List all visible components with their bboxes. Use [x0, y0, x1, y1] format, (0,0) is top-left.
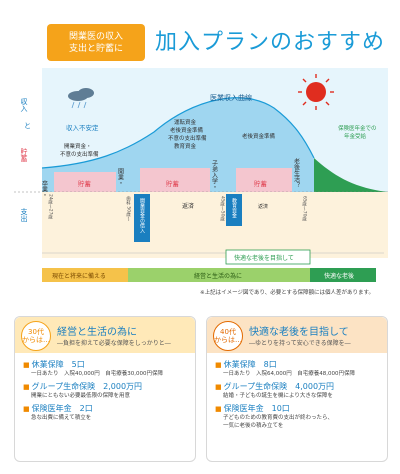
band-comfort	[225, 249, 311, 265]
card-title: 快適な老後を目指して	[249, 327, 349, 338]
unstable-label: 収入不安定	[66, 123, 99, 132]
plan-item-name: 保険医年金 2口	[23, 403, 189, 414]
savings-area-3	[236, 168, 292, 192]
axis-label-savings: 貯蓄	[20, 147, 28, 163]
repay-side-label: 返済	[258, 203, 268, 210]
expense-area	[42, 192, 388, 258]
curve-label: 医業収入曲線	[210, 93, 252, 102]
band-right-label: 快適な老後	[324, 272, 354, 280]
plan-item-name: グループ生命保険 2,000万円	[23, 381, 189, 392]
savings-area-1	[54, 172, 116, 192]
band-middle	[128, 268, 310, 282]
mid-note-0: 運転資金	[174, 118, 197, 126]
header-badge-line2: 支出と貯蓄に	[68, 43, 123, 54]
savings-area-2	[140, 168, 210, 192]
mid-right-note: 老後資金準備	[242, 132, 276, 140]
plan-item: グループ生命保険 4,000万円 結婚・子どもの誕生を機により大きな保障を	[215, 381, 381, 400]
pension-label-2: 年金受給	[344, 132, 367, 140]
plan-item-desc: 一日あたり 入院64,000円 自宅療養48,000円保障	[223, 371, 355, 377]
age-badge: 30代 からは…	[21, 321, 51, 351]
age-child: 45歳〜50歳	[220, 196, 226, 221]
band-middle-label: 経営と生活の為に	[194, 272, 242, 280]
page-title: 加入プランのおすすめ	[155, 30, 386, 55]
savings-label-2: 貯蓄	[166, 179, 180, 188]
savings-label-1: 貯蓄	[78, 179, 92, 188]
plan-card-30s: 30代 からは… 経営と生活の為に ―負担を抑えて必要な保障をしっかりと― 休業…	[14, 316, 196, 462]
milestone-retire: 老後生活？	[293, 157, 300, 188]
axis-label-income: 収入	[20, 98, 28, 112]
age-badge-num: 30代	[28, 328, 44, 336]
axis-label-expense: 支出	[20, 207, 28, 223]
header-badge: 関業医の収入 支出と貯蓄に	[47, 24, 145, 61]
early-note-2: 不意の支出準備	[60, 150, 99, 158]
age-badge-suffix: からは…	[22, 336, 50, 344]
plan-item-desc-2: 一気に老後の積み立てを	[223, 423, 284, 429]
milestone-opening: 開業・	[117, 168, 124, 186]
plan-item-name: グループ生命保険 4,000万円	[215, 381, 381, 392]
band-right	[310, 268, 376, 282]
plan-item: 休業保障 5口 一日あたり 入院40,000円 自宅療養30,000円保障	[23, 359, 189, 378]
age-retire: 65歳〜70歳	[302, 196, 308, 221]
education-label: 教育資金	[231, 197, 237, 218]
card-subtitle: ―負担を抑えて必要な保障をしっかりと―	[57, 340, 171, 347]
plan-item-name: 保険医年金 10口	[215, 403, 381, 414]
early-note-1: 開業資金・	[64, 142, 92, 150]
plan-item: 休業保障 8口 一日あたり 入院64,000円 自宅療養48,000円保障	[215, 359, 381, 378]
mid-note-2: 不意の支出準備	[168, 134, 207, 142]
plan-item: グループ生命保険 2,000万円 開業にともない必要最低限の保障を用意	[23, 381, 189, 400]
age-badge: 40代 からは…	[213, 321, 243, 351]
age-badge-num: 40代	[220, 328, 236, 336]
savings-label-3: 貯蓄	[254, 179, 268, 188]
plan-item: 保険医年金 10口 子どものための教育費の支出が終わったら、 一気に老後の積み立…	[215, 403, 381, 430]
header-badge-line1: 関業医の収入	[68, 31, 123, 42]
plan-item-desc: 結婚・子どもの誕生を機により大きな保障を	[223, 393, 333, 399]
loan-box	[134, 194, 150, 242]
band-left	[42, 268, 128, 282]
plan-item-desc: 開業にともない必要最低限の保障を用意	[31, 393, 131, 399]
plan-item-desc: 一日あたり 入院40,000円 自宅療養30,000円保障	[31, 371, 163, 377]
rain-cloud-icon	[68, 88, 94, 109]
plan-item-desc: 子どものための教育費の支出が終わったら、	[223, 415, 334, 421]
axis-label-and: と	[24, 122, 31, 130]
age-graduate: 24歳〜27歳	[48, 194, 54, 219]
plan-item: 保険医年金 2口 急な出費に備えて積立を	[23, 403, 189, 422]
education-box	[226, 194, 242, 226]
mid-note-1: 老後資金準備	[170, 126, 204, 134]
loan-label: 開業資金の借入	[139, 198, 145, 233]
band-left-label: 現在と将来に備える	[52, 272, 106, 280]
milestone-child: 子弟入学・	[211, 160, 218, 190]
age-badge-suffix: からは…	[214, 336, 242, 344]
sun-icon	[298, 74, 334, 110]
pension-label-1: 保険医年金での	[338, 124, 377, 132]
plan-item-desc: 急な出費に備えて積立を	[31, 415, 92, 421]
disclaimer-note: ※上記はイメージ図であり、必要とする保障額には個人差があります。	[200, 290, 375, 296]
plan-item-name: 休業保障 5口	[23, 359, 189, 370]
age-opening: 歯科 50歳〜	[126, 195, 132, 222]
income-expense-diagram: 収入 と 貯蓄 支出 医業収入曲線 収入不安定 開業資金・ 不意の支出準備 運転…	[14, 68, 388, 282]
milestone-graduate: 卒業・	[41, 179, 48, 198]
plan-card-40s: 40代 からは… 快適な老後を目指して ―ゆとりを持って安心できる保障を― 休業…	[206, 316, 388, 462]
card-subtitle: ―ゆとりを持って安心できる保障を―	[249, 340, 351, 347]
card-title: 経営と生活の為に	[57, 327, 137, 338]
plan-item-name: 休業保障 8口	[215, 359, 381, 370]
income-curve-line	[41, 97, 315, 169]
band-comfort-label: 快適な老後を目指して	[234, 254, 294, 262]
repay-label: 返済	[182, 202, 194, 210]
mid-note-3: 教育資金	[174, 142, 197, 150]
